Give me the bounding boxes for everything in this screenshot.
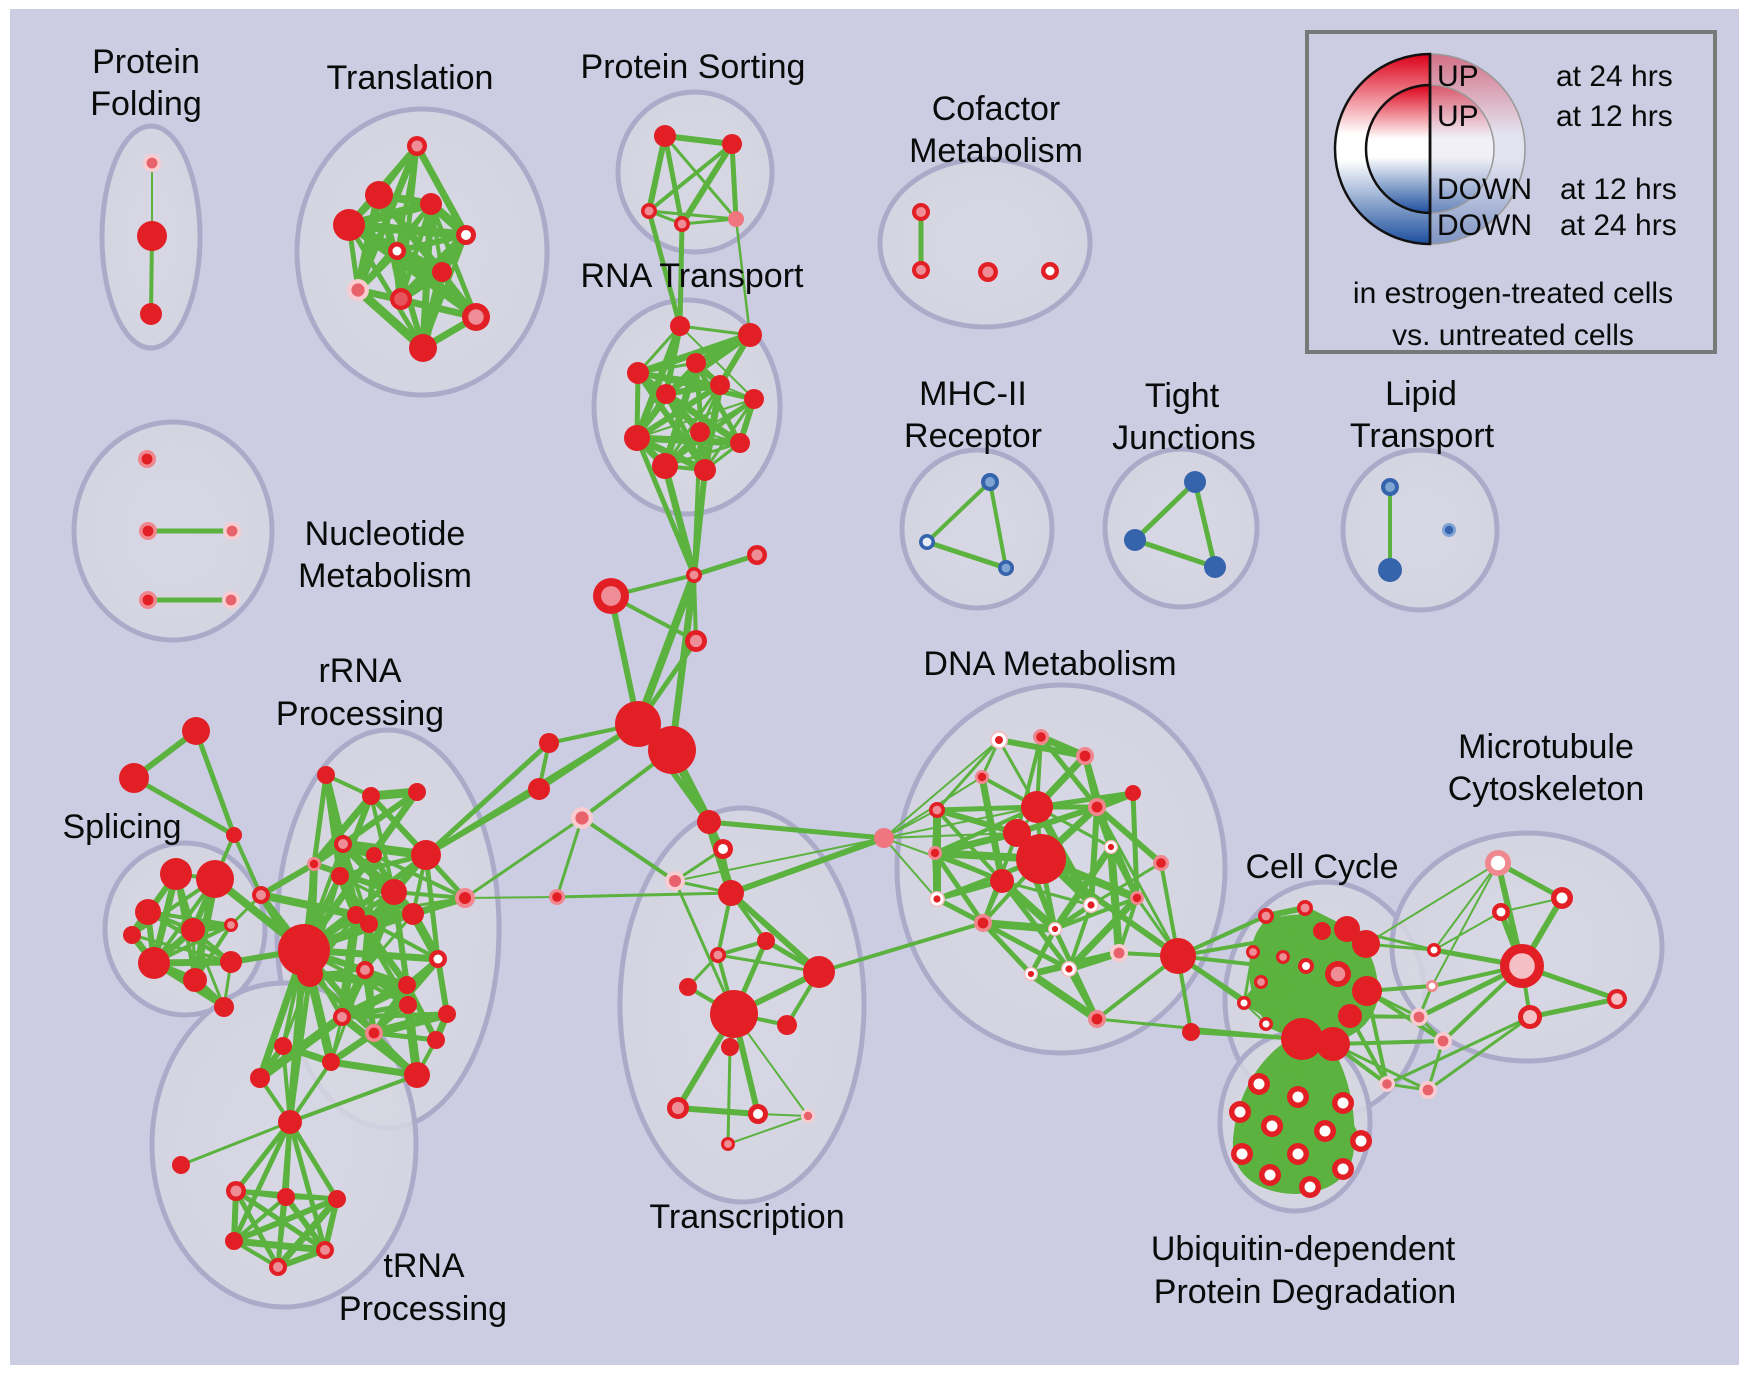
svg-text:Receptor: Receptor xyxy=(904,417,1042,455)
svg-text:Transcription: Transcription xyxy=(649,1198,844,1236)
svg-text:Transport: Transport xyxy=(1350,417,1495,455)
svg-text:Tight: Tight xyxy=(1145,377,1220,415)
svg-text:in estrogen-treated cells: in estrogen-treated cells xyxy=(1353,277,1673,310)
svg-text:MHC-II: MHC-II xyxy=(919,375,1027,413)
svg-text:Protein Degradation: Protein Degradation xyxy=(1154,1273,1456,1311)
svg-text:Protein Sorting: Protein Sorting xyxy=(581,48,806,86)
svg-text:Cytoskeleton: Cytoskeleton xyxy=(1448,770,1645,808)
svg-text:Protein: Protein xyxy=(92,43,200,81)
svg-text:at 12 hrs: at 12 hrs xyxy=(1560,173,1677,206)
svg-text:Processing: Processing xyxy=(339,1290,507,1328)
svg-text:DOWN: DOWN xyxy=(1437,209,1532,242)
svg-text:Translation: Translation xyxy=(327,59,494,97)
svg-text:at 12 hrs: at 12 hrs xyxy=(1556,100,1673,133)
svg-text:Ubiquitin-dependent: Ubiquitin-dependent xyxy=(1151,1230,1456,1268)
svg-text:DOWN: DOWN xyxy=(1437,173,1532,206)
svg-text:Cofactor: Cofactor xyxy=(932,90,1061,128)
svg-text:Nucleotide: Nucleotide xyxy=(305,515,466,553)
svg-text:rRNA: rRNA xyxy=(318,652,401,690)
svg-text:Junctions: Junctions xyxy=(1112,419,1256,457)
svg-text:vs. untreated cells: vs. untreated cells xyxy=(1392,319,1634,352)
svg-text:UP: UP xyxy=(1437,100,1479,133)
svg-text:Lipid: Lipid xyxy=(1385,375,1457,413)
svg-text:Folding: Folding xyxy=(90,85,202,123)
svg-text:Microtubule: Microtubule xyxy=(1458,728,1634,766)
svg-text:RNA Transport: RNA Transport xyxy=(581,257,805,295)
svg-text:at 24 hrs: at 24 hrs xyxy=(1556,60,1673,93)
svg-text:Cell Cycle: Cell Cycle xyxy=(1245,848,1398,886)
svg-text:tRNA: tRNA xyxy=(383,1247,465,1285)
svg-text:Processing: Processing xyxy=(276,695,444,733)
svg-text:Metabolism: Metabolism xyxy=(909,132,1083,170)
svg-text:UP: UP xyxy=(1437,60,1479,93)
svg-text:at 24 hrs: at 24 hrs xyxy=(1560,209,1677,242)
svg-text:Splicing: Splicing xyxy=(62,808,181,846)
svg-text:Metabolism: Metabolism xyxy=(298,557,472,595)
svg-text:DNA Metabolism: DNA Metabolism xyxy=(923,645,1176,683)
